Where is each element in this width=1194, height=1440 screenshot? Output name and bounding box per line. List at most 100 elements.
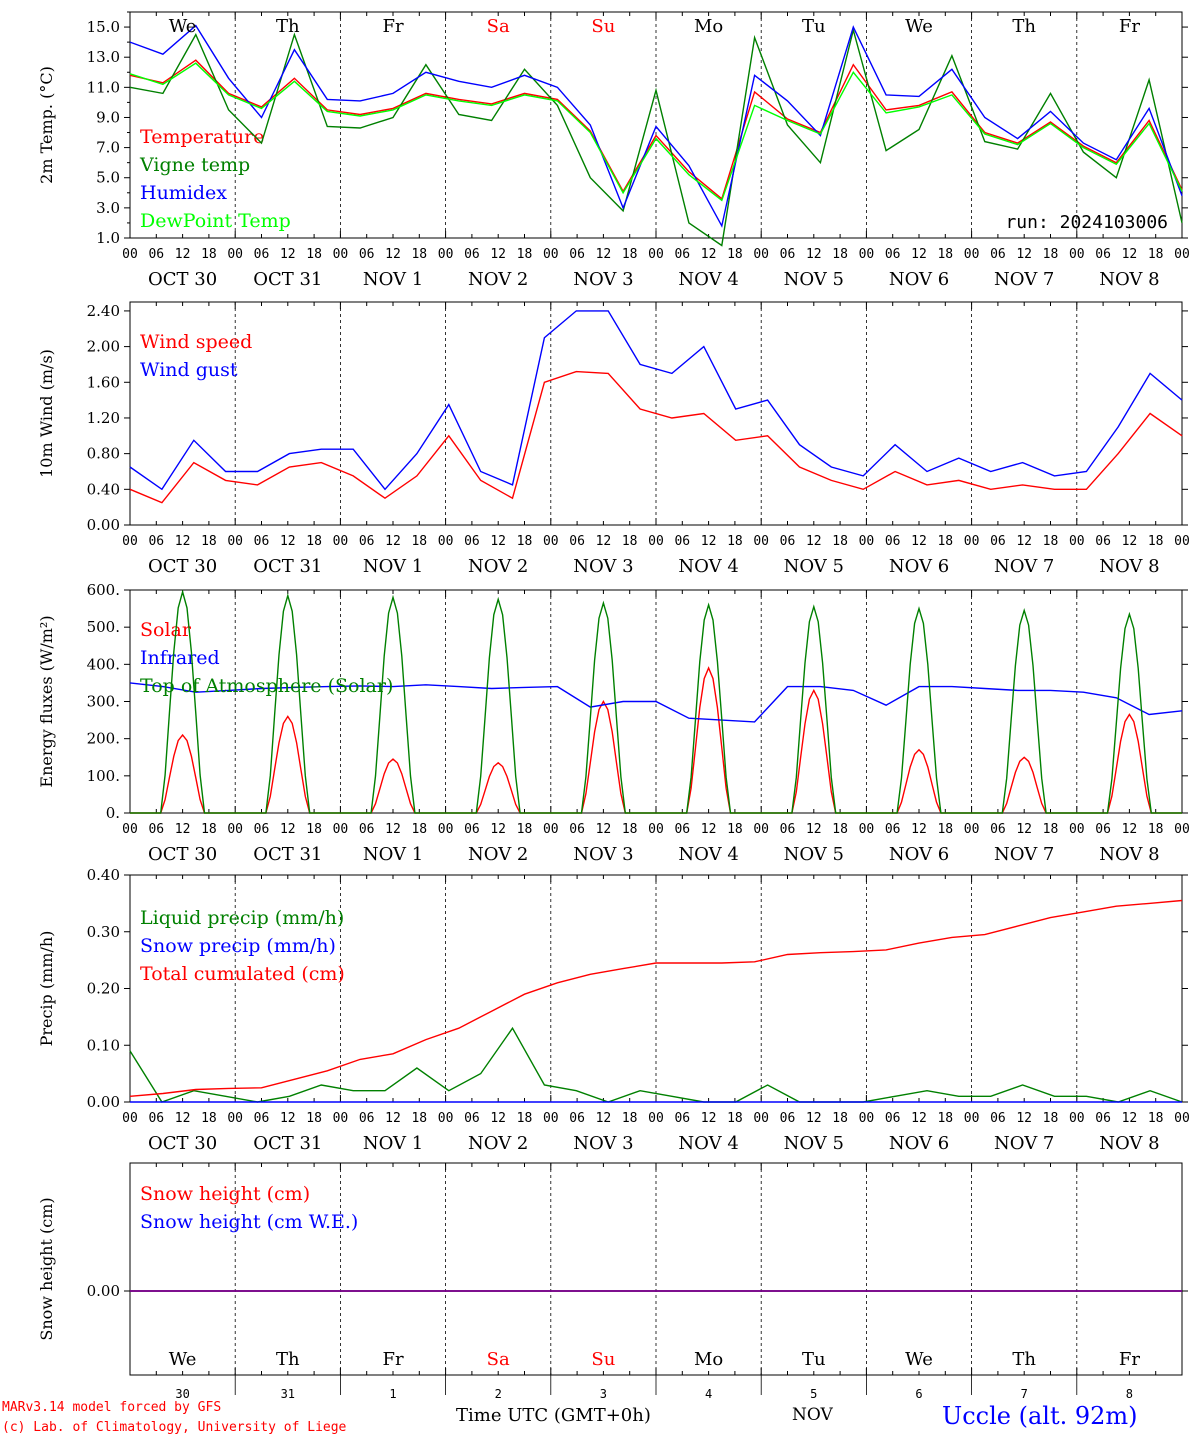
y-tick-label: 9.0	[96, 108, 120, 126]
date-label: NOV 8	[1099, 1133, 1159, 1154]
date-label: NOV 7	[994, 1133, 1054, 1154]
hour-tick-label: 00	[543, 822, 559, 837]
hour-tick-label: 12	[701, 1111, 717, 1126]
hour-tick-label: 00	[122, 247, 138, 262]
hour-tick-label: 06	[254, 822, 270, 837]
hour-tick-label: 00	[438, 1111, 454, 1126]
date-label: NOV 8	[1099, 844, 1159, 865]
y-tick-label: 1.60	[87, 373, 120, 391]
hour-tick-label: 18	[517, 822, 533, 837]
date-label: NOV 6	[889, 269, 949, 290]
date-label: OCT 31	[253, 844, 322, 865]
hour-tick-label: 18	[201, 247, 217, 262]
hour-tick-label: 06	[780, 247, 796, 262]
hour-tick-label: 12	[596, 534, 612, 549]
date-label: NOV 5	[784, 269, 844, 290]
y-tick-label: 0.40	[87, 866, 120, 884]
hour-tick-label: 00	[543, 247, 559, 262]
hour-tick-label: 12	[490, 1111, 506, 1126]
hour-tick-label: 18	[622, 822, 638, 837]
legend-entry: Snow height (cm)	[140, 1183, 310, 1205]
date-label: NOV 2	[468, 269, 528, 290]
hour-tick-label: 06	[990, 247, 1006, 262]
hour-tick-label: 00	[753, 247, 769, 262]
y-tick-label: 400.	[87, 655, 120, 673]
date-label: NOV 4	[678, 269, 738, 290]
date-label: OCT 31	[253, 269, 322, 290]
hour-tick-label: 06	[885, 534, 901, 549]
y-tick-label: 300.	[87, 693, 120, 711]
date-label: NOV 3	[573, 844, 633, 865]
hour-tick-label: 12	[911, 822, 927, 837]
date-label: NOV 2	[468, 1133, 528, 1154]
hour-tick-label: 18	[306, 822, 322, 837]
hour-tick-label: 18	[1148, 247, 1164, 262]
weekday-label: Tu	[802, 1349, 826, 1370]
hour-tick-label: 06	[254, 534, 270, 549]
weekday-label: Fr	[1119, 1349, 1140, 1370]
station-label: Uccle (alt. 92m)	[942, 1402, 1138, 1430]
y-tick-label: 2.40	[87, 302, 120, 320]
date-label: NOV 3	[573, 1133, 633, 1154]
y-axis-label: Energy fluxes (W/m²)	[37, 615, 56, 787]
date-label: NOV 3	[573, 556, 633, 577]
hour-tick-label: 06	[464, 822, 480, 837]
legend-entry: Wind speed	[140, 331, 252, 353]
hour-tick-label: 06	[569, 534, 585, 549]
hour-tick-label: 18	[201, 534, 217, 549]
hour-tick-label: 06	[254, 1111, 270, 1126]
day-number-label: 2	[495, 1387, 502, 1401]
hour-tick-label: 12	[701, 822, 717, 837]
weekday-label: Fr	[1119, 16, 1140, 37]
hour-tick-label: 00	[964, 534, 980, 549]
hour-tick-label: 18	[1043, 1111, 1059, 1126]
hour-tick-label: 06	[885, 1111, 901, 1126]
hour-tick-label: 06	[674, 1111, 690, 1126]
hour-tick-label: 00	[964, 247, 980, 262]
series-line-temperature	[129, 59, 1183, 201]
y-tick-label: 0.40	[87, 480, 120, 498]
hour-tick-label: 06	[148, 822, 164, 837]
legend-entry: Vigne temp	[139, 154, 250, 176]
series-line-infrared	[129, 682, 1183, 723]
hour-tick-label: 18	[937, 534, 953, 549]
legend-entry: Solar	[140, 619, 192, 641]
hour-tick-label: 00	[227, 822, 243, 837]
hour-tick-label: 06	[674, 822, 690, 837]
date-label: OCT 30	[148, 1133, 217, 1154]
y-tick-label: 11.0	[87, 78, 120, 96]
hour-tick-label: 12	[1016, 247, 1032, 262]
y-axis-label: 2m Temp. (°C)	[37, 66, 56, 184]
hour-tick-label: 00	[648, 822, 664, 837]
y-tick-label: 100.	[87, 767, 120, 785]
hour-tick-label: 18	[517, 247, 533, 262]
hour-tick-label: 12	[596, 822, 612, 837]
hour-tick-label: 12	[490, 534, 506, 549]
date-label: NOV 6	[889, 844, 949, 865]
y-tick-label: 2.00	[87, 338, 120, 356]
hour-tick-label: 06	[359, 822, 375, 837]
hour-tick-label: 18	[832, 1111, 848, 1126]
series-line-dewpoint-temp	[129, 62, 1183, 202]
hour-tick-label: 12	[385, 534, 401, 549]
hour-tick-label: 18	[937, 247, 953, 262]
date-label: NOV 1	[363, 556, 423, 577]
hour-tick-label: 06	[359, 1111, 375, 1126]
y-tick-label: 600.	[87, 581, 120, 599]
hour-tick-label: 06	[885, 247, 901, 262]
hour-tick-label: 06	[359, 534, 375, 549]
legend-entry: Infrared	[140, 647, 220, 669]
series-line-humidex	[129, 24, 1183, 228]
date-label: NOV 6	[889, 1133, 949, 1154]
hour-tick-label: 12	[385, 247, 401, 262]
hour-tick-label: 12	[596, 1111, 612, 1126]
hour-tick-label: 06	[359, 247, 375, 262]
hour-tick-label: 00	[122, 1111, 138, 1126]
date-label: NOV 5	[784, 1133, 844, 1154]
date-label: NOV 5	[784, 844, 844, 865]
y-tick-label: 5.0	[96, 169, 120, 187]
weekday-label: Sa	[487, 1349, 510, 1370]
series-line-total-cumulated-cm-	[129, 899, 1183, 1097]
hour-tick-label: 06	[464, 534, 480, 549]
hour-tick-label: 18	[832, 534, 848, 549]
